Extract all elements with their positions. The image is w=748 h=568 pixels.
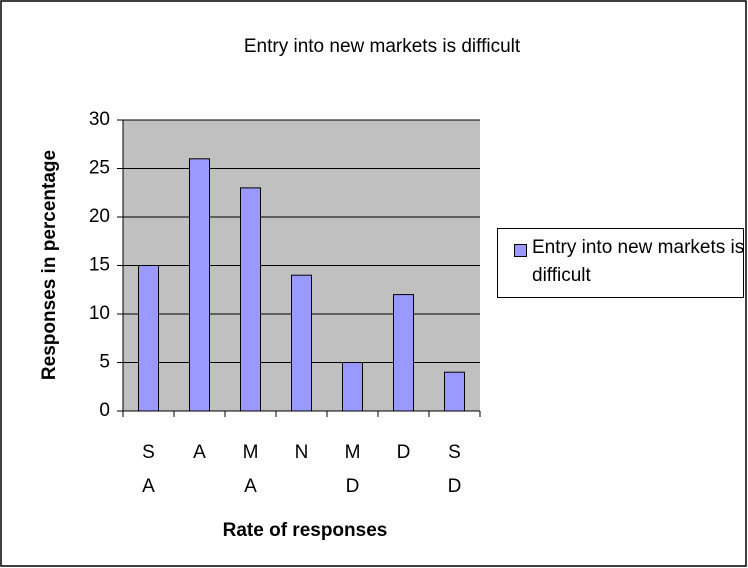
y-tick-label: 5: [99, 352, 110, 373]
bar: [138, 265, 159, 412]
chart-title: Entry into new markets is difficult: [244, 36, 521, 57]
y-tick-label: 10: [89, 303, 110, 324]
bar: [444, 371, 465, 412]
x-tick-label: N: [295, 442, 309, 463]
y-tick-label: 25: [89, 158, 110, 179]
y-tick-label: 15: [89, 255, 110, 276]
legend: Entry into new markets is difficult: [497, 228, 744, 298]
bar: [189, 158, 210, 412]
x-tick-label: D: [397, 442, 411, 463]
x-axis-label: Rate of responses: [223, 520, 388, 541]
legend-swatch: [514, 244, 527, 257]
y-tick-label: 30: [89, 109, 110, 130]
y-axis-label: Responses in percentage: [39, 150, 60, 380]
y-tick-label: 0: [99, 400, 110, 421]
y-tick-label: 20: [89, 206, 110, 227]
bar: [240, 187, 261, 412]
legend-label: Entry into new markets is difficult: [532, 237, 745, 286]
x-tick-label: A: [193, 442, 206, 463]
bar: [342, 362, 363, 412]
bar: [393, 294, 414, 412]
bar: [291, 274, 312, 412]
